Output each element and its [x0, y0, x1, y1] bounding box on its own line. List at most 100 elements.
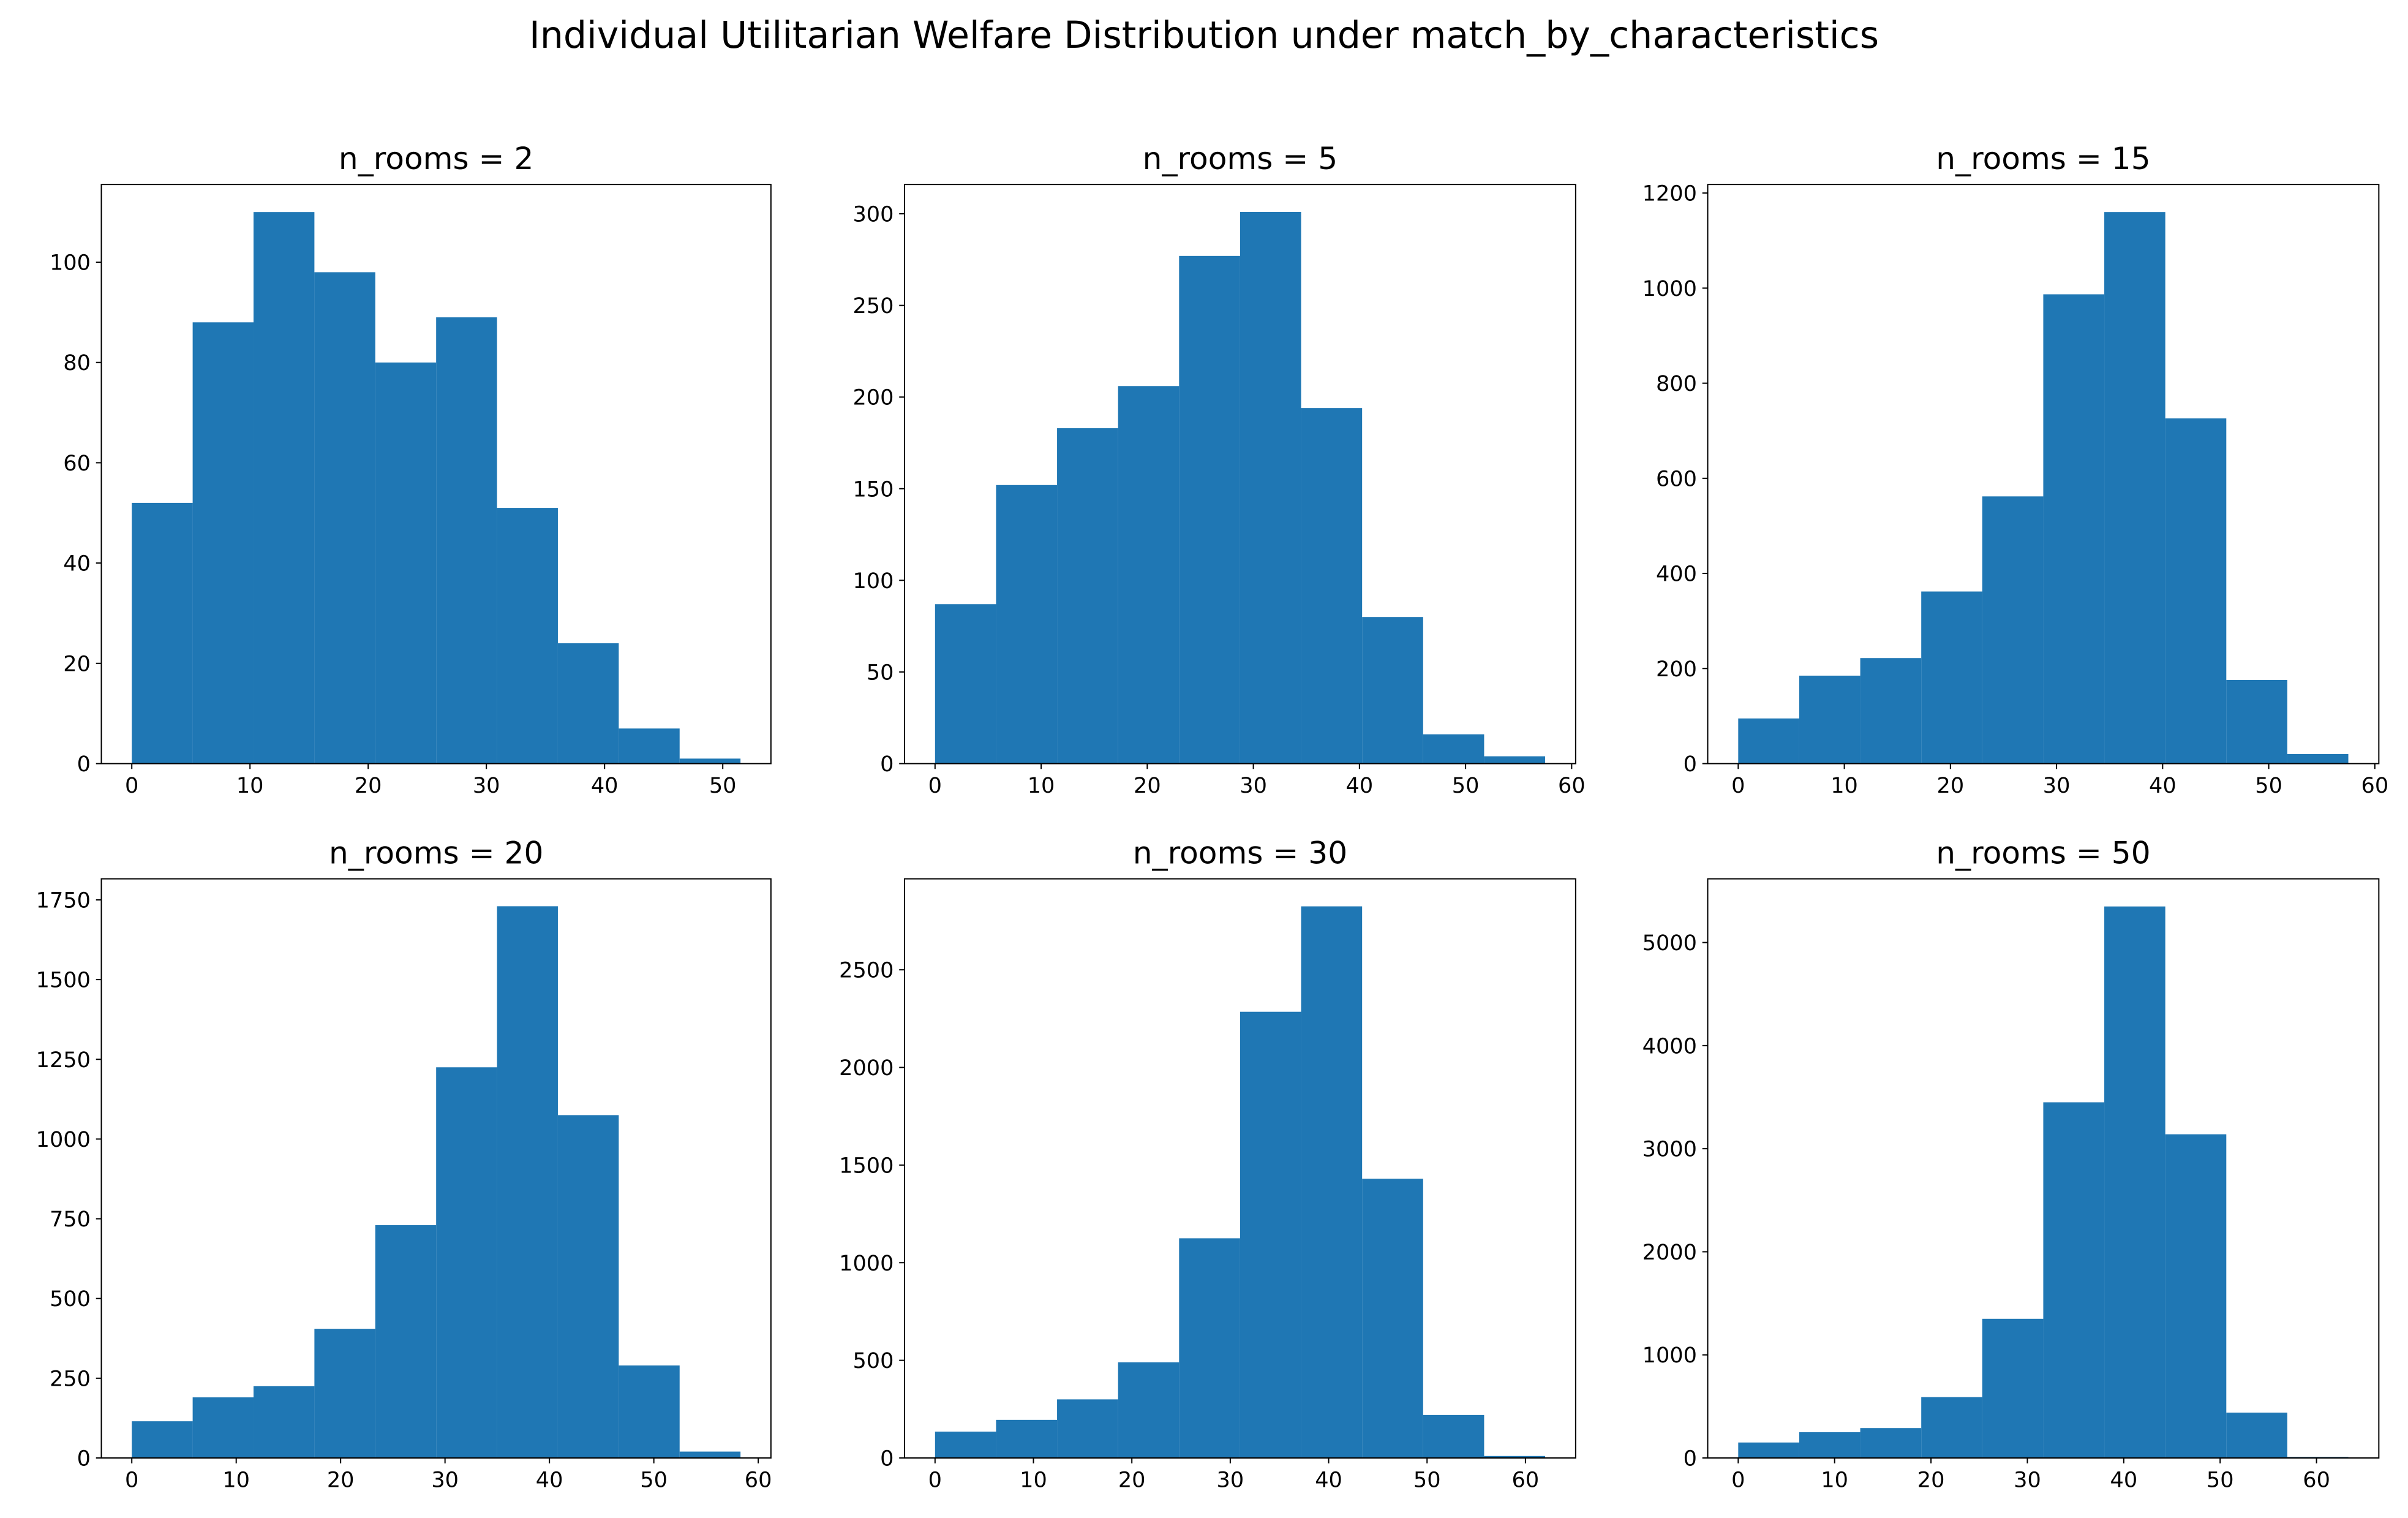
bar — [2104, 212, 2165, 764]
y-tick-label: 500 — [50, 1286, 91, 1312]
bar — [996, 1419, 1058, 1458]
bar — [1057, 428, 1118, 764]
subplot-title: n_rooms = 2 — [339, 140, 533, 176]
bar — [2043, 1102, 2105, 1458]
x-tick-label: 30 — [431, 1468, 459, 1493]
x-tick-label: 10 — [1020, 1468, 1047, 1493]
x-tick-label: 40 — [2110, 1468, 2138, 1493]
y-tick-label: 300 — [852, 202, 894, 227]
x-tick-label: 10 — [1830, 773, 1858, 798]
x-tick-label: 0 — [928, 773, 942, 798]
bar — [1860, 658, 1922, 764]
y-tick-label: 3000 — [1642, 1137, 1697, 1162]
x-tick-label: 40 — [1315, 1468, 1342, 1493]
bar — [1240, 1011, 1301, 1458]
bar — [679, 1451, 741, 1458]
subplot-title: n_rooms = 50 — [1936, 835, 2150, 871]
bar — [436, 1067, 497, 1458]
bar — [1362, 617, 1423, 764]
bar — [1179, 1238, 1240, 1458]
y-tick-label: 1200 — [1642, 181, 1697, 206]
bar — [1118, 386, 1180, 764]
y-tick-label: 250 — [50, 1366, 91, 1391]
subplot: 0 10 20 30 40 50 60 0 1000 2000 3000 4000 5000 n_room… — [1642, 835, 2380, 1493]
y-tick-label: 750 — [50, 1207, 91, 1232]
x-tick-label: 40 — [536, 1468, 563, 1493]
y-tick-label: 2000 — [839, 1055, 894, 1081]
subplot: 0 10 20 30 40 50 60 0 250 500 750 1000 1250 1500 1750 n… — [36, 835, 772, 1493]
bar — [1799, 675, 1861, 764]
x-tick-label: 60 — [1512, 1468, 1540, 1493]
bar — [935, 1431, 996, 1458]
y-tick-label: 500 — [852, 1348, 894, 1373]
x-tick-label: 30 — [473, 773, 500, 798]
x-tick-label: 10 — [1028, 773, 1055, 798]
y-tick-label: 40 — [63, 551, 91, 576]
y-tick-label: 1500 — [36, 968, 91, 993]
bar — [1738, 718, 1799, 764]
y-tick-label: 4000 — [1642, 1033, 1697, 1059]
bar — [996, 485, 1058, 764]
y-tick-label: 5000 — [1642, 931, 1697, 956]
axes-frame — [100, 184, 772, 765]
bar — [375, 1225, 437, 1458]
bar — [1799, 1432, 1861, 1458]
bar — [557, 643, 619, 764]
y-tick-label: 0 — [77, 752, 91, 777]
y-tick-label: 2500 — [839, 958, 894, 983]
x-tick-label: 10 — [236, 773, 264, 798]
x-tick-label: 60 — [2303, 1468, 2330, 1493]
y-tick-label: 1000 — [1642, 1343, 1697, 1368]
bar — [192, 322, 254, 764]
bar — [1423, 1414, 1484, 1458]
y-tick-label: 0 — [880, 1446, 894, 1471]
y-tick-label: 800 — [1656, 371, 1697, 396]
axes-frame — [1707, 184, 2380, 765]
y-tick-label: 100 — [50, 251, 91, 276]
axes-frame — [904, 878, 1576, 1459]
x-tick-label: 30 — [2014, 1468, 2041, 1493]
bar — [935, 604, 996, 764]
subplot-title: n_rooms = 30 — [1133, 835, 1347, 871]
x-tick-label: 0 — [125, 773, 138, 798]
bar — [1860, 1428, 1922, 1458]
subplot: 0 10 20 30 40 50 60020040060080010001200n_room… — [1642, 140, 2389, 798]
y-tick-label: 1500 — [839, 1153, 894, 1178]
y-tick-label: 150 — [852, 477, 894, 502]
bar — [2287, 753, 2349, 764]
bar — [2043, 294, 2105, 764]
bar — [2104, 906, 2165, 1458]
x-tick-label: 0 — [125, 1468, 138, 1493]
x-tick-label: 10 — [222, 1468, 250, 1493]
y-tick-label: 1000 — [36, 1127, 91, 1152]
y-tick-label: 80 — [63, 350, 91, 376]
bar — [1982, 1318, 2044, 1458]
x-tick-label: 30 — [1240, 773, 1267, 798]
bar — [679, 758, 741, 764]
bar — [192, 1397, 254, 1458]
x-tick-label: 20 — [355, 773, 382, 798]
x-tick-label: 60 — [2361, 773, 2389, 798]
subplot-title: n_rooms = 5 — [1143, 140, 1338, 176]
y-tick-label: 600 — [1656, 466, 1697, 491]
bar — [1982, 496, 2044, 764]
x-tick-label: 40 — [2149, 773, 2177, 798]
y-tick-label: 50 — [867, 660, 894, 685]
bar — [557, 1115, 619, 1458]
bar — [619, 728, 680, 764]
bar — [132, 502, 193, 764]
x-tick-label: 40 — [591, 773, 619, 798]
bar — [375, 362, 437, 764]
bar — [1179, 255, 1240, 764]
bar — [2226, 679, 2287, 764]
y-tick-label: 0 — [1684, 752, 1697, 777]
bar — [1738, 1442, 1799, 1458]
bar — [497, 906, 558, 1458]
x-tick-label: 50 — [2255, 773, 2282, 798]
y-tick-label: 400 — [1656, 562, 1697, 587]
bar — [1240, 212, 1301, 764]
x-tick-label: 20 — [1917, 1468, 1945, 1493]
y-tick-label: 2000 — [1642, 1240, 1697, 1265]
bar — [1057, 1399, 1118, 1458]
